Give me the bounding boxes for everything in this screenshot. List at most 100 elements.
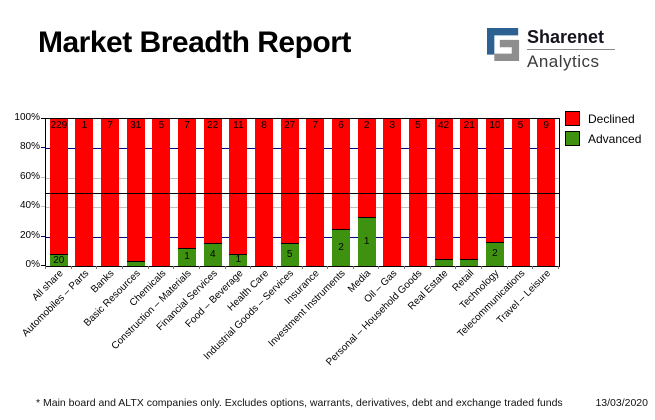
advanced-segment	[460, 259, 479, 266]
legend-label-declined: Declined	[588, 111, 635, 126]
declined-count-label: 2	[363, 120, 370, 131]
declined-count-label: 7	[107, 120, 113, 131]
chart-plot-area: 229 20 1 7 31 5 7 1 22 4 11 1 8 27 5 7 6 2 2 1 3 5 42 21 10 2 5 9	[45, 118, 560, 267]
y-tick-mark	[41, 206, 45, 208]
bar-Construction – Materials: 71	[178, 119, 197, 266]
advanced-count-label: 2	[338, 242, 344, 254]
x-tick-mark	[455, 266, 457, 269]
y-tick-mark	[41, 147, 45, 149]
advanced-segment	[280, 243, 299, 266]
bar-All share: 229 20	[49, 119, 68, 266]
advanced-segment	[203, 243, 222, 266]
declined-count-label: 22	[207, 120, 219, 131]
x-tick-mark	[224, 266, 226, 269]
advanced-count-label: 5	[286, 249, 293, 261]
declined-count-label: 8	[261, 120, 267, 131]
declined-segment	[229, 119, 248, 254]
bar-Retail: 21	[460, 119, 479, 266]
gridline-80	[46, 148, 559, 150]
y-tick-label-20: 20%	[19, 229, 40, 241]
advanced-count-label: 2	[492, 248, 498, 260]
declined-count-label: 229	[50, 120, 68, 131]
x-tick-mark	[378, 266, 380, 269]
declined-count-label: 5	[415, 120, 421, 131]
bar-Financial Services: 22 4	[203, 119, 222, 266]
advanced-segment	[357, 217, 376, 266]
y-tick-label-80: 80%	[19, 141, 40, 153]
bar-Food – Beverage: 11 1	[229, 119, 248, 266]
declined-count-label: 5	[517, 120, 524, 131]
x-tick-mark	[301, 266, 303, 269]
x-tick-mark	[121, 266, 123, 269]
chart-bars-container: 229 20 1 7 31 5 7 1 22 4 11 1 8 27 5 7 6 2 2 1 3 5 42 21 10 2 5 9	[46, 119, 559, 266]
x-tick-mark	[198, 266, 200, 269]
x-tick-mark	[506, 266, 508, 269]
x-tick-mark	[481, 266, 483, 269]
declined-segment	[460, 119, 479, 260]
logo-brand-sub: Analytics	[527, 52, 600, 71]
x-tick-mark	[96, 266, 98, 269]
y-tick-label-0: 0%	[25, 259, 40, 270]
bar-Basic Resources: 31	[126, 119, 145, 266]
y-tick-mark	[41, 265, 45, 266]
page-title: Market Breadth Report	[38, 26, 351, 59]
declined-count-label: 7	[312, 120, 319, 131]
x-tick-mark	[558, 266, 559, 269]
declined-color-swatch	[565, 111, 580, 126]
declined-count-label: 10	[489, 120, 501, 131]
legend-item-declined: Declined	[565, 111, 641, 126]
declined-count-label: 31	[130, 120, 142, 131]
bar-Technology: 10 2	[485, 119, 504, 266]
declined-count-label: 7	[184, 120, 190, 131]
advanced-count-label: 4	[209, 249, 216, 261]
sharenet-logo: Sharenet Analytics	[487, 28, 615, 70]
x-tick-mark	[147, 266, 149, 269]
declined-count-label: 3	[389, 120, 396, 131]
x-tick-mark	[327, 266, 329, 269]
advanced-segment	[331, 229, 350, 266]
declined-segment	[280, 119, 299, 244]
declined-segment	[485, 119, 504, 242]
declined-segment	[178, 119, 197, 248]
x-tick-mark	[173, 266, 175, 269]
advanced-segment	[229, 253, 248, 266]
x-tick-mark	[250, 266, 252, 269]
x-tick-mark	[70, 266, 72, 269]
footer: * Main board and ALTX companies only. Ex…	[0, 397, 655, 409]
declined-segment	[434, 119, 453, 260]
x-tick-mark	[275, 266, 277, 269]
declined-segment	[203, 119, 222, 244]
y-tick-mark	[41, 118, 45, 119]
advanced-segment	[126, 261, 145, 266]
x-tick-mark	[429, 266, 431, 269]
advanced-color-swatch	[565, 131, 580, 146]
y-tick-mark	[41, 176, 45, 178]
x-tick-mark	[352, 266, 354, 269]
advanced-segment	[49, 254, 68, 266]
declined-count-label: 11	[233, 120, 244, 131]
y-tick-mark	[41, 235, 45, 237]
advanced-count-label: 20	[53, 254, 65, 266]
advanced-count-label: 1	[363, 236, 370, 247]
advanced-count-label: 1	[235, 254, 242, 266]
y-tick-label-100: 100%	[14, 112, 40, 123]
declined-count-label: 27	[284, 120, 296, 131]
declined-count-label: 9	[543, 120, 549, 131]
chart-legend: Declined Advanced	[565, 111, 641, 151]
logo-brand-name: Sharenet	[527, 27, 605, 47]
x-tick-mark	[404, 266, 406, 269]
declined-segment	[49, 119, 68, 255]
report-date: 13/03/2020	[595, 397, 648, 409]
bar-Real Estate: 42	[434, 119, 453, 266]
declined-count-label: 5	[158, 120, 165, 131]
bar-Investment Instruments: 62	[331, 119, 350, 266]
declined-segment	[126, 119, 145, 262]
declined-count-label: 1	[81, 120, 88, 131]
bar-Industrial Goods – Services: 27 5	[280, 119, 299, 266]
y-tick-label-60: 60%	[19, 170, 40, 182]
declined-count-label: 6	[338, 120, 344, 131]
advanced-segment	[178, 247, 197, 266]
advanced-segment	[485, 241, 504, 266]
gridline-40	[46, 207, 559, 209]
